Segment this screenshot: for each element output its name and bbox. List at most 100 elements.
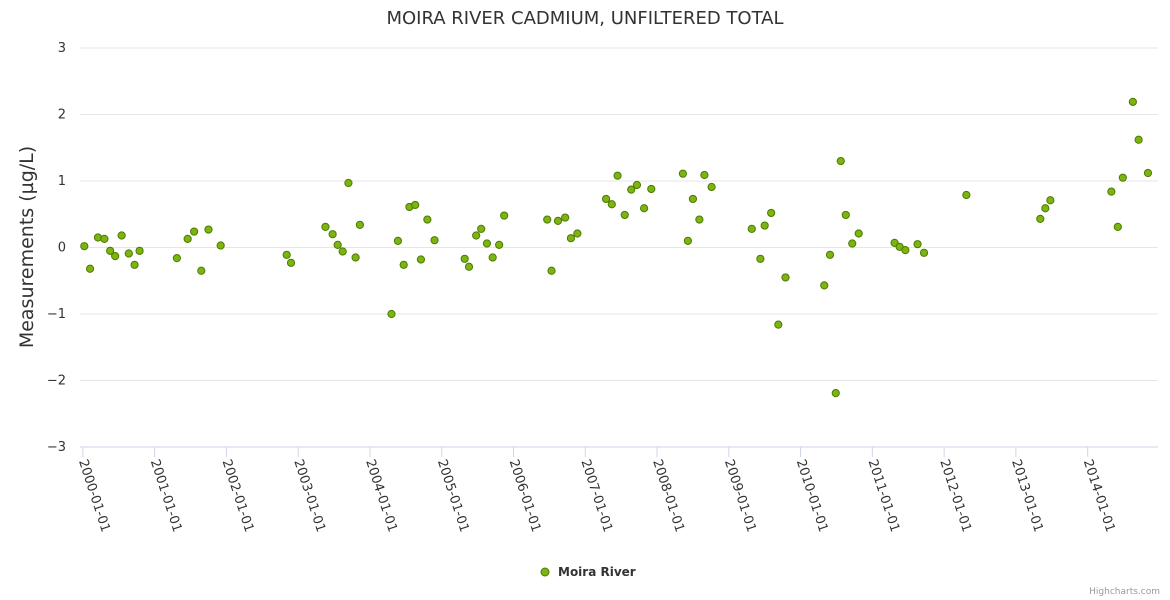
data-point[interactable] — [1128, 97, 1137, 106]
data-point[interactable] — [344, 178, 353, 188]
data-point[interactable] — [1107, 187, 1116, 196]
data-point[interactable] — [80, 242, 89, 251]
legend-item-moira-river[interactable]: Moira River — [558, 565, 636, 579]
data-point[interactable] — [678, 169, 687, 178]
data-point[interactable] — [393, 236, 403, 245]
data-point[interactable] — [1118, 173, 1127, 182]
data-point[interactable] — [1046, 196, 1055, 205]
data-point[interactable] — [216, 241, 225, 250]
data-point[interactable] — [627, 185, 636, 194]
data-point[interactable] — [1041, 204, 1050, 213]
data-point[interactable] — [477, 224, 486, 233]
data-point[interactable] — [197, 266, 206, 275]
data-point[interactable] — [130, 260, 139, 269]
legend[interactable]: Moira River — [540, 565, 636, 579]
data-point[interactable] — [387, 309, 396, 319]
data-point[interactable] — [820, 281, 829, 290]
data-point[interactable] — [355, 220, 365, 229]
data-point[interactable] — [919, 248, 929, 257]
y-tick-label: 1 — [58, 174, 66, 189]
data-point[interactable] — [286, 258, 296, 267]
data-point[interactable] — [482, 239, 492, 248]
y-tick-label: −1 — [47, 307, 66, 322]
data-point[interactable] — [695, 215, 704, 224]
data-point[interactable] — [495, 240, 504, 249]
data-point[interactable] — [553, 216, 563, 225]
y-tick-label: −3 — [47, 440, 66, 455]
data-point[interactable] — [854, 229, 863, 238]
y-axis-ticks: 3 2 1 0 −1 −2 −3 — [47, 41, 66, 455]
data-point[interactable] — [688, 194, 698, 204]
data-point[interactable] — [190, 227, 199, 236]
data-point[interactable] — [781, 273, 790, 282]
data-point[interactable] — [411, 200, 420, 210]
data-point[interactable] — [1113, 222, 1122, 231]
data-point[interactable] — [423, 215, 432, 224]
data-point[interactable] — [430, 236, 439, 245]
data-point[interactable] — [85, 264, 95, 273]
data-point[interactable] — [632, 180, 642, 190]
data-point[interactable] — [488, 253, 497, 262]
credits-link[interactable]: Highcharts.com — [1089, 587, 1160, 597]
data-point[interactable] — [93, 233, 103, 242]
data-point[interactable] — [328, 230, 337, 239]
data-point[interactable] — [561, 213, 570, 222]
data-point[interactable] — [747, 224, 756, 233]
grid-lines — [80, 47, 1158, 381]
data-point[interactable] — [416, 255, 426, 264]
data-point[interactable] — [756, 254, 765, 263]
legend-marker-icon — [540, 567, 550, 577]
data-point[interactable] — [1143, 168, 1153, 178]
data-point[interactable] — [566, 234, 576, 243]
data-point[interactable] — [117, 231, 126, 240]
data-point[interactable] — [472, 231, 481, 240]
data-point[interactable] — [607, 200, 616, 209]
data-point[interactable] — [399, 260, 408, 269]
data-point[interactable] — [700, 170, 709, 180]
data-point[interactable] — [774, 320, 783, 329]
data-point[interactable] — [573, 229, 582, 238]
series-moira-river[interactable] — [80, 97, 1153, 398]
data-point[interactable] — [841, 210, 850, 220]
data-point[interactable] — [620, 210, 629, 220]
data-point[interactable] — [282, 250, 291, 259]
data-point[interactable] — [647, 184, 656, 194]
data-point[interactable] — [913, 240, 922, 249]
data-point[interactable] — [124, 249, 133, 258]
data-point[interactable] — [707, 182, 716, 192]
data-point[interactable] — [640, 204, 649, 213]
data-point[interactable] — [460, 254, 469, 263]
data-point[interactable] — [1036, 214, 1045, 224]
data-point[interactable] — [601, 194, 611, 204]
data-point[interactable] — [106, 246, 115, 255]
data-point[interactable] — [464, 262, 474, 271]
data-point[interactable] — [543, 215, 552, 224]
data-point[interactable] — [135, 246, 144, 255]
data-point[interactable] — [683, 236, 693, 245]
data-point[interactable] — [825, 250, 835, 259]
data-point[interactable] — [1134, 135, 1143, 144]
data-point[interactable] — [613, 171, 622, 180]
data-point[interactable] — [351, 253, 360, 262]
data-point[interactable] — [767, 208, 776, 218]
data-point[interactable] — [500, 211, 509, 220]
data-point[interactable] — [901, 246, 910, 255]
data-point[interactable] — [111, 252, 120, 261]
y-tick-label: 0 — [58, 241, 66, 256]
data-point[interactable] — [836, 156, 845, 166]
data-point[interactable] — [321, 222, 330, 231]
data-point[interactable] — [172, 254, 181, 263]
data-point[interactable] — [962, 190, 971, 200]
y-tick-label: −2 — [47, 374, 66, 389]
data-point[interactable] — [831, 389, 840, 398]
data-point[interactable] — [338, 247, 347, 256]
data-point[interactable] — [760, 221, 769, 230]
data-point[interactable] — [848, 239, 857, 248]
data-point[interactable] — [183, 234, 192, 243]
data-point[interactable] — [100, 234, 109, 243]
data-point[interactable] — [333, 240, 342, 249]
data-point[interactable] — [547, 266, 556, 275]
data-point[interactable] — [204, 225, 213, 234]
y-tick-label: 2 — [58, 108, 66, 123]
